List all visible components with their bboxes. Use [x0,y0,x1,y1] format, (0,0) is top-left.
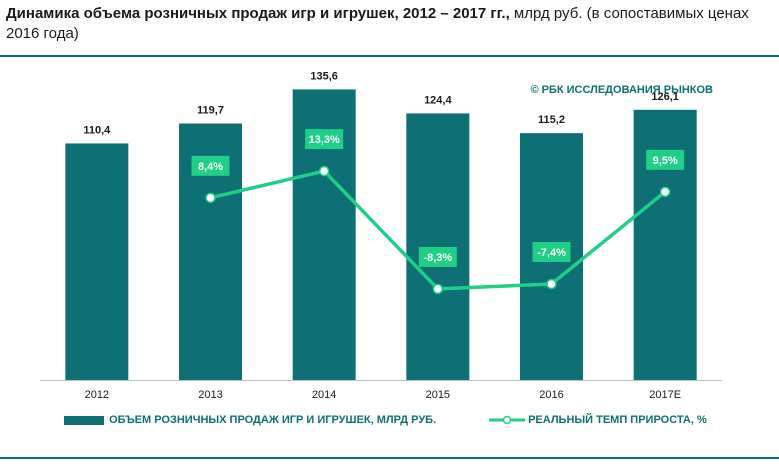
growth-value-label: 9,5% [653,155,678,167]
bar-value-label: 126,1 [651,91,679,103]
growth-value-label: 13,3% [309,134,340,146]
x-tick-label: 2013 [198,389,222,401]
bottom-divider [0,457,779,459]
x-tick-label: 2014 [312,389,336,401]
growth-point [318,165,330,177]
legend-line-label: РЕАЛЬНЫЙ ТЕМП ПРИРОСТА, % [528,414,707,426]
growth-point [432,283,444,295]
bar-value-label: 110,4 [83,124,111,136]
growth-label-box [532,242,571,262]
bar-2015 [406,113,470,380]
legend-bars: ОБЪЕМ РОЗНИЧНЫХ ПРОДАЖ ИГР И ИГРУШЕК, МЛ… [64,414,436,426]
bar-2012 [65,143,129,380]
growth-label-box [646,149,685,170]
growth-value-label: -8,3% [423,252,452,264]
bar-value-label: 135,6 [310,70,338,82]
x-tick-label: 2012 [85,389,109,401]
growth-label-box [418,246,457,267]
growth-value-label: -7,4% [537,247,566,259]
legend-bar-label: ОБЪЕМ РОЗНИЧНЫХ ПРОДАЖ ИГР И ИГРУШЕК, МЛ… [109,414,437,426]
growth-point [659,186,671,198]
bar-value-label: 119,7 [197,105,224,117]
chart-title-normal: млрд руб. (в сопоставимых ценах 2016 год… [6,5,749,42]
growth-point [546,278,557,290]
legend-line: РЕАЛЬНЫЙ ТЕМП ПРИРОСТА, % [489,414,707,426]
source-label: © РБК ИССЛЕДОВАНИЯ РЫНКОВ [530,84,713,96]
bar-value-label: 124,4 [424,94,452,106]
chart-title-bold: Динамика объема розничных продаж игр и и… [6,5,510,22]
legend-bar-swatch [64,415,104,425]
growth-point [205,192,216,204]
x-tick-label: 2015 [426,389,450,401]
x-tick-label: 2016 [539,389,563,401]
top-divider [0,55,779,57]
growth-value-label: 8,4% [198,161,223,173]
growth-label-box [305,129,344,150]
x-tick-label: 2017E [649,389,681,401]
growth-label-box [191,155,230,176]
chart-title: Динамика объема розничных продаж игр и и… [6,4,776,44]
legend-line-swatch [489,415,525,425]
bar-value-label: 115,2 [538,114,565,126]
